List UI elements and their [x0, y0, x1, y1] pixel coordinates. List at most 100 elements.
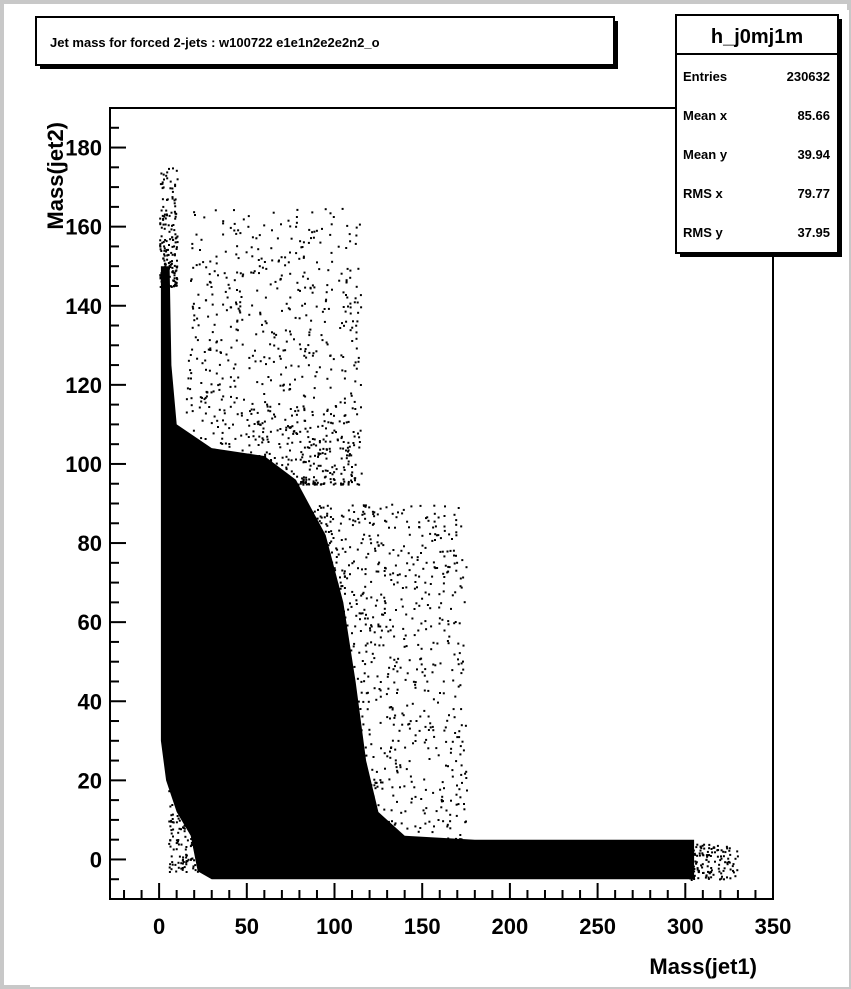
scatter-point	[354, 714, 357, 717]
scatter-point	[271, 482, 274, 485]
scatter-point	[421, 597, 424, 600]
scatter-point	[308, 331, 311, 334]
scatter-point	[283, 480, 286, 483]
scatter-point	[182, 827, 185, 829]
scatter-point	[183, 765, 186, 768]
scatter-point	[338, 529, 341, 532]
scatter-point	[175, 246, 178, 249]
scatter-point	[716, 844, 719, 847]
scatter-point	[206, 861, 209, 864]
scatter-point	[310, 781, 313, 784]
scatter-point	[357, 567, 359, 570]
scatter-point	[310, 634, 312, 637]
scatter-point	[302, 256, 305, 259]
scatter-point	[308, 550, 311, 553]
scatter-point	[252, 478, 255, 481]
scatter-point	[697, 870, 700, 873]
scatter-point	[232, 423, 234, 426]
scatter-point	[412, 563, 415, 566]
scatter-point	[322, 714, 325, 717]
scatter-point	[348, 518, 351, 521]
scatter-point	[391, 708, 394, 711]
scatter-point	[323, 320, 326, 323]
scatter-point	[258, 435, 261, 438]
scatter-point	[230, 346, 233, 349]
scatter-point	[291, 414, 293, 417]
scatter-point	[187, 448, 190, 450]
scatter-point	[419, 827, 422, 829]
scatter-point	[171, 236, 174, 239]
scatter-point	[287, 307, 290, 310]
scatter-point	[706, 855, 709, 858]
scatter-point	[206, 800, 209, 803]
x-tick-label: 50	[235, 914, 259, 939]
scatter-point	[165, 209, 168, 212]
scatter-point	[316, 517, 319, 520]
scatter-point	[258, 455, 261, 457]
scatter-point	[261, 437, 264, 440]
scatter-point	[199, 864, 202, 867]
scatter-point	[185, 411, 188, 414]
scatter-point	[181, 804, 183, 807]
scatter-point	[335, 634, 338, 637]
scatter-point	[457, 685, 460, 688]
scatter-point	[399, 764, 402, 767]
scatter-point	[175, 284, 178, 287]
scatter-point	[374, 787, 377, 790]
scatter-point	[187, 858, 190, 861]
scatter-point	[449, 820, 452, 823]
scatter-point	[284, 418, 287, 421]
scatter-point	[193, 211, 196, 214]
scatter-point	[700, 847, 703, 850]
scatter-point	[308, 334, 311, 337]
scatter-point	[424, 788, 427, 791]
scatter-point	[241, 449, 244, 452]
scatter-point	[254, 438, 257, 441]
scatter-point	[390, 579, 393, 581]
scatter-point	[327, 570, 329, 573]
scatter-point	[419, 715, 422, 718]
scatter-point	[333, 471, 336, 474]
scatter-point	[351, 784, 354, 787]
scatter-point	[460, 838, 463, 841]
scatter-point	[384, 767, 386, 770]
scatter-point	[317, 656, 320, 659]
scatter-point	[388, 526, 390, 529]
scatter-point	[316, 640, 319, 643]
scatter-point	[235, 303, 238, 306]
scatter-point	[301, 246, 304, 248]
scatter-point	[320, 506, 323, 509]
scatter-point	[444, 564, 447, 567]
scatter-point	[331, 288, 333, 291]
scatter-point	[322, 675, 325, 678]
scatter-point	[311, 624, 314, 627]
scatter-point	[718, 870, 721, 873]
scatter-point	[175, 281, 178, 284]
scatter-point	[187, 768, 190, 771]
scatter-point	[190, 397, 193, 400]
scatter-point	[312, 236, 315, 239]
scatter-point	[172, 779, 175, 782]
scatter-point	[265, 322, 268, 325]
scatter-point	[254, 360, 257, 363]
scatter-point	[694, 860, 697, 863]
scatter-point	[361, 538, 364, 541]
scatter-point	[414, 686, 417, 689]
scatter-point	[288, 479, 291, 482]
scatter-point	[448, 714, 450, 717]
scatter-point	[373, 784, 376, 787]
scatter-point	[220, 351, 222, 354]
scatter-point	[379, 689, 382, 692]
scatter-point	[235, 397, 238, 400]
scatter-point	[311, 547, 314, 550]
scatter-point	[205, 823, 208, 826]
scatter-point	[196, 870, 199, 873]
scatter-point	[196, 814, 199, 817]
scatter-point	[421, 671, 424, 674]
scatter-point	[330, 583, 333, 585]
scatter-point	[427, 689, 430, 692]
scatter-point	[350, 394, 353, 397]
scatter-point	[167, 262, 170, 264]
scatter-point	[306, 446, 309, 449]
scatter-point	[347, 450, 349, 453]
